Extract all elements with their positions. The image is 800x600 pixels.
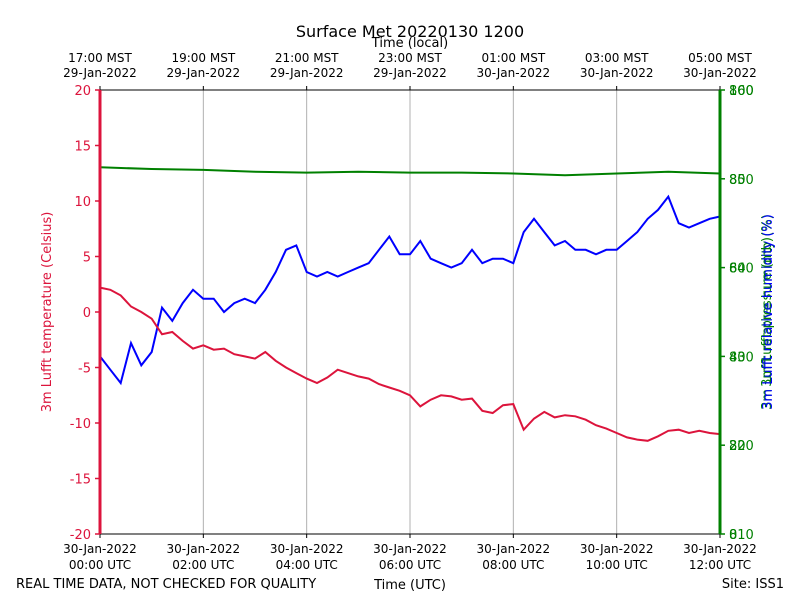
right-axis-label-humidity-green: 3m Lufft relative humidity (%)	[760, 214, 775, 410]
series-line-pressure	[99, 166, 721, 177]
top-tick-label-date: 30-Jan-2022	[683, 66, 757, 80]
x-axis-label: Time (UTC)	[373, 578, 446, 593]
x-tick-label-date: 30-Jan-2022	[477, 542, 551, 556]
top-tick-label-date: 29-Jan-2022	[63, 66, 137, 80]
top-tick-label-date: 29-Jan-2022	[167, 66, 241, 80]
left-tick-label: 10	[74, 195, 91, 210]
right-axis-label-pressure: 3m Lufft pressure (mb)	[760, 237, 775, 387]
x-tick-label-time: 00:00 UTC	[69, 558, 131, 572]
x-tick-label-date: 30-Jan-2022	[580, 542, 654, 556]
left-tick-label: -15	[70, 473, 91, 488]
series-line-relative-humidity	[99, 194, 721, 386]
right-tick-label-pressure: 830	[729, 350, 754, 365]
top-tick-label-date: 30-Jan-2022	[580, 66, 654, 80]
x-tick-label-time: 08:00 UTC	[482, 558, 544, 572]
top-tick-label-time: 19:00 MST	[171, 51, 235, 65]
x-tick-label-date: 30-Jan-2022	[683, 542, 757, 556]
top-tick-label-time: 05:00 MST	[688, 51, 752, 65]
site-label: Site: ISS1	[722, 577, 784, 592]
top-tick-label-time: 03:00 MST	[585, 51, 649, 65]
right-tick-label-pressure: 840	[729, 262, 754, 277]
series-layer	[99, 166, 721, 442]
top-tick-label-time: 17:00 MST	[68, 51, 132, 65]
top-tick-label-time: 23:00 MST	[378, 51, 442, 65]
left-tick-label: 15	[74, 140, 91, 155]
left-tick-label: -20	[70, 528, 91, 543]
x-tick-label-time: 06:00 UTC	[379, 558, 441, 572]
right-tick-label-pressure: 810	[729, 528, 754, 543]
right-axis-label-humidity: 3m Lufft relative humidity (%)	[761, 214, 776, 410]
right-tick-label-humidity: 60	[729, 262, 746, 277]
quality-notice: REAL TIME DATA, NOT CHECKED FOR QUALITY	[16, 577, 316, 592]
left-axis-label: 3m Lufft temperature (Celsius)	[40, 212, 55, 413]
top-tick-label-date: 29-Jan-2022	[373, 66, 447, 80]
right-tick-label-humidity: 0	[729, 528, 737, 543]
series-line-temperature	[99, 286, 721, 442]
top-tick-label-time: 01:00 MST	[481, 51, 545, 65]
x-tick-label-date: 30-Jan-2022	[63, 542, 137, 556]
right-tick-label-humidity: 20	[729, 439, 746, 454]
top-axis-label: Time (local)	[371, 36, 448, 51]
grid-layer	[202, 90, 618, 534]
right-tick-label-pressure: 850	[729, 173, 754, 188]
top-tick-label-date: 30-Jan-2022	[477, 66, 551, 80]
x-tick-label-time: 10:00 UTC	[586, 558, 648, 572]
left-tick-label: 5	[83, 251, 91, 266]
right-tick-label-humidity: 80	[729, 173, 746, 188]
ticks-layer: 30-Jan-2022 00:00 UTC 30-Jan-2022 02:00 UTC…	[63, 51, 757, 572]
right-tick-label-pressure: 820	[729, 439, 754, 454]
left-tick-label: 20	[74, 84, 91, 99]
x-tick-label-date: 30-Jan-2022	[373, 542, 447, 556]
top-tick-label-time: 21:00 MST	[275, 51, 339, 65]
right-tick-label-pressure: 860	[729, 84, 754, 99]
right-tick-label-humidity: 100	[729, 84, 754, 99]
x-tick-label-time: 12:00 UTC	[689, 558, 751, 572]
left-tick-label: -5	[78, 362, 91, 377]
left-tick-label: -10	[70, 417, 91, 432]
x-tick-label-time: 02:00 UTC	[172, 558, 234, 572]
chart-title: Surface Met 20220130 1200	[296, 22, 524, 41]
x-tick-label-date: 30-Jan-2022	[167, 542, 241, 556]
left-tick-label: 0	[83, 306, 91, 321]
x-tick-label-date: 30-Jan-2022	[270, 542, 344, 556]
top-tick-label-date: 29-Jan-2022	[270, 66, 344, 80]
right-tick-label-humidity: 40	[729, 350, 746, 365]
x-tick-label-time: 04:00 UTC	[276, 558, 338, 572]
